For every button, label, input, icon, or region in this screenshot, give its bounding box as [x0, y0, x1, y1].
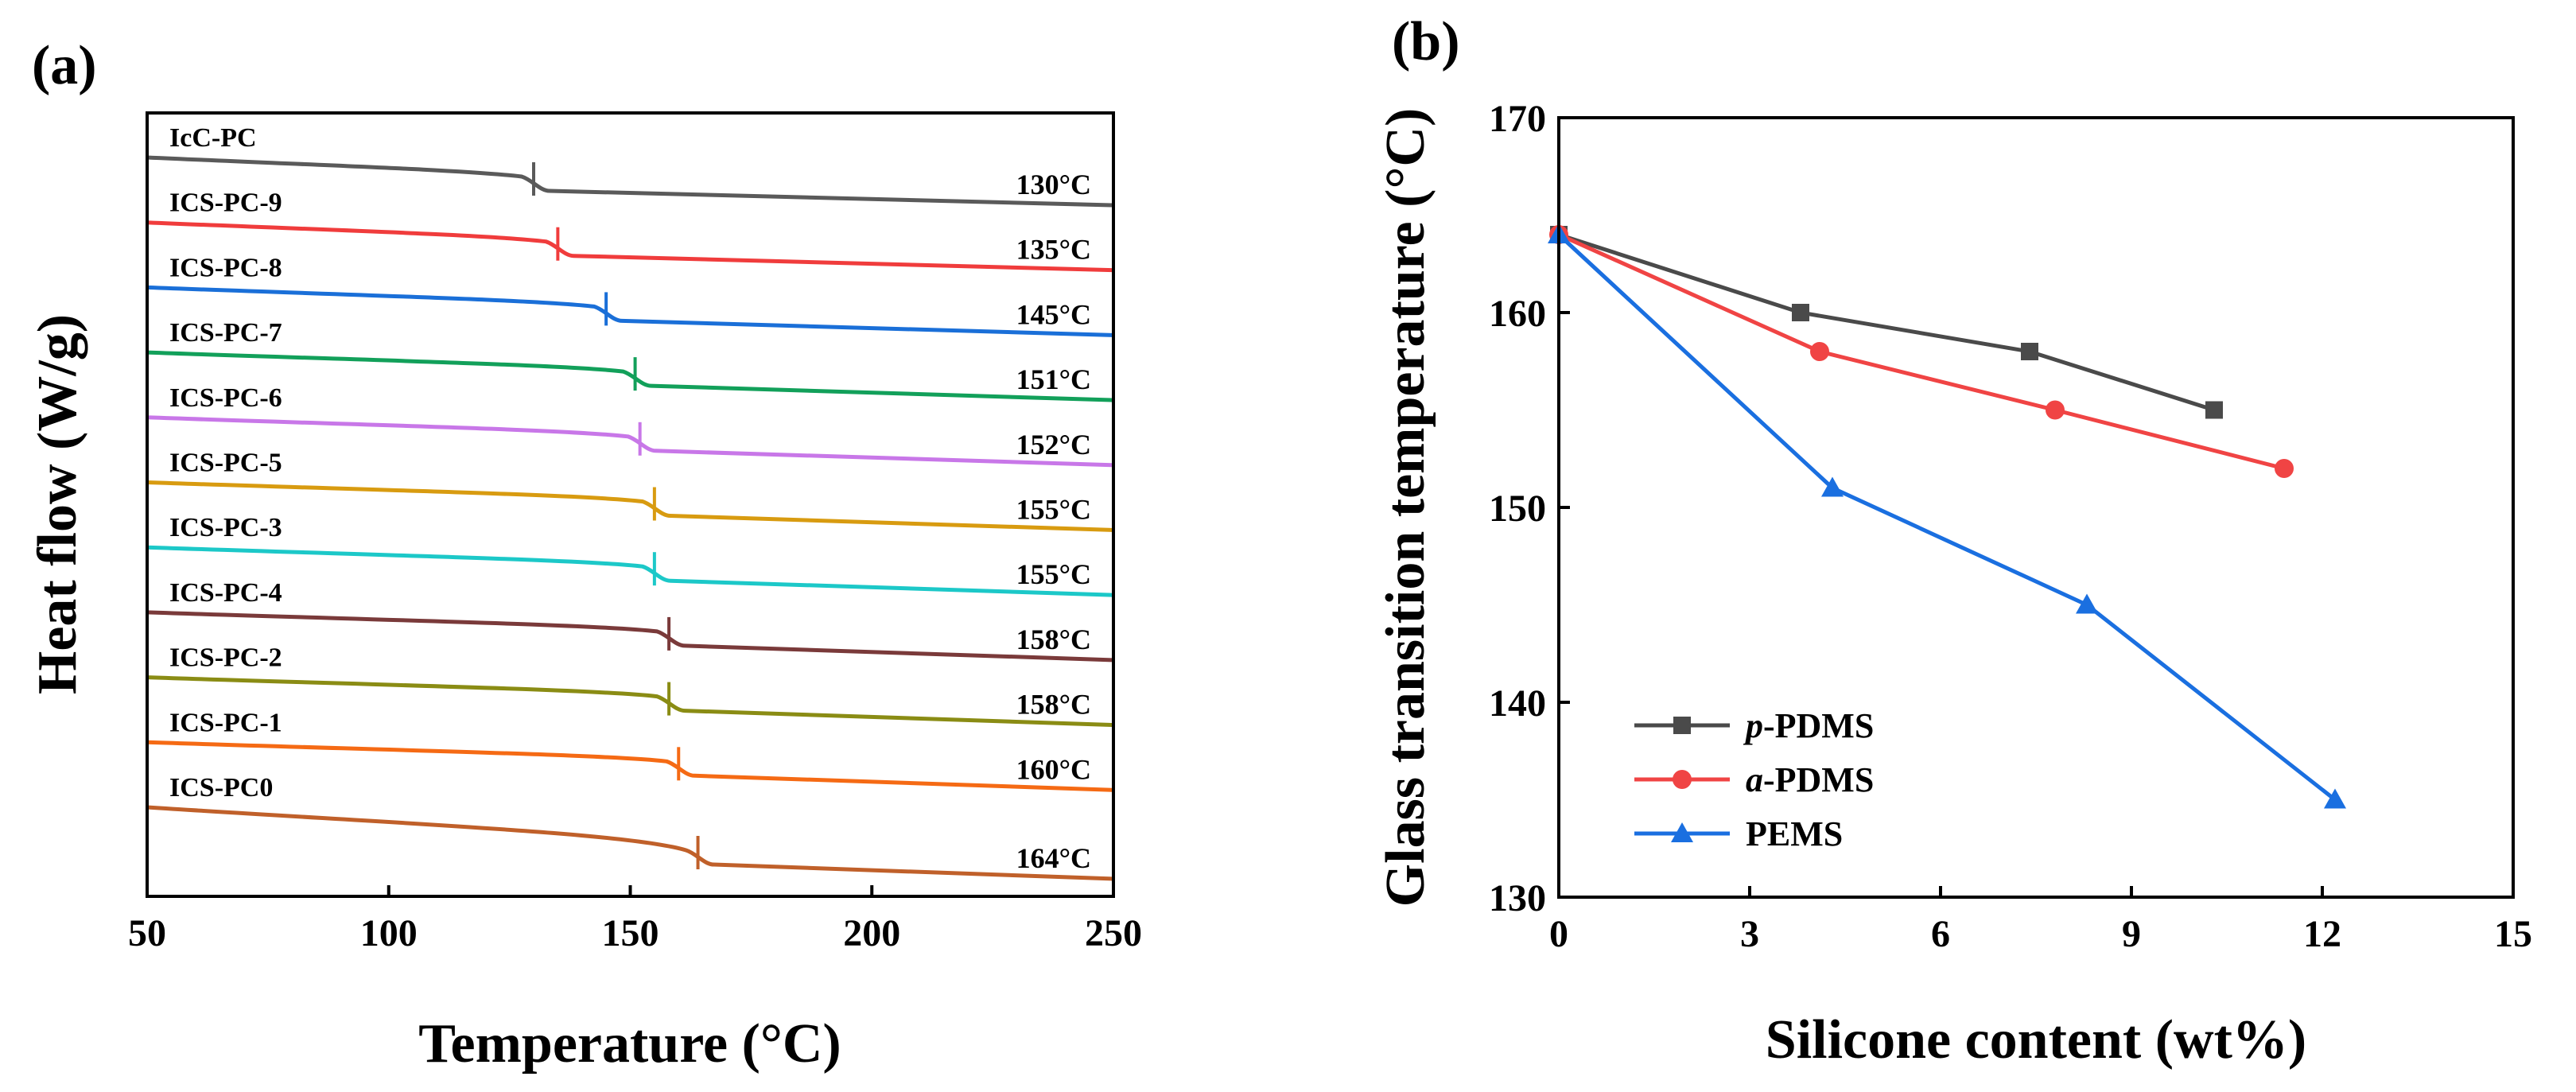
x-tick-label: 50 [128, 912, 166, 954]
x-tick-label: 150 [602, 912, 659, 954]
legend-marker-a-pdms [1673, 770, 1692, 789]
dsc-curve-ics-pc-2 [146, 675, 1114, 728]
tg-label-ics-pc0: 164°C [1016, 842, 1091, 874]
axis-ticks: 0 3 6 9 12 15 130 140 150 160 170 [1489, 98, 2532, 955]
plot-frame [1557, 116, 2515, 899]
dsc-curve-icc-pc [146, 155, 1114, 208]
y-tick-label: 150 [1489, 488, 1546, 530]
tg-label-ics-pc-2: 158°C [1016, 689, 1091, 721]
curve-label-icc-pc: IcC-PC [169, 123, 257, 153]
curve-label-ics-pc-3: ICS-PC-3 [169, 513, 282, 542]
x-axis-title: Temperature (°C) [418, 1013, 841, 1075]
panel-a-dsc-chart: (a) IcC-PC 130°C ICS-PC-9 135°C ICS-PC-8 145°… [27, 35, 1142, 1075]
dsc-curve-ics-pc-1 [146, 740, 1114, 792]
curve-label-ics-pc-6: ICS-PC-6 [169, 383, 282, 413]
y-tick-label: 130 [1489, 877, 1546, 919]
x-axis-title: Silicone content (wt%) [1766, 1009, 2306, 1071]
panel-a-label: (a) [32, 35, 97, 96]
tg-label-ics-pc-7: 151°C [1016, 363, 1091, 395]
legend-label-a-pdms: a-PDMS [1746, 760, 1874, 799]
legend-label-pems: PEMS [1746, 814, 1843, 853]
series-line-p-pdms [1558, 232, 2215, 412]
dsc-curve-ics-pc-8 [146, 285, 1114, 337]
dsc-curves: IcC-PC 130°C ICS-PC-9 135°C ICS-PC-8 145°C ICS… [146, 123, 1114, 881]
dsc-curve-ics-pc0 [146, 805, 1114, 881]
curve-label-ics-pc-5: ICS-PC-5 [169, 449, 282, 478]
panel-b-label: (b) [1392, 11, 1460, 72]
y-tick-label: 140 [1489, 682, 1546, 725]
tg-label-ics-pc-6: 152°C [1016, 429, 1091, 461]
x-ticks: 50 100 150 200 250 [128, 885, 1142, 954]
tg-label-ics-pc-9: 135°C [1016, 234, 1091, 266]
y-axis-title: Heat flow (W/g) [27, 314, 88, 694]
curve-label-ics-pc-4: ICS-PC-4 [169, 578, 282, 608]
x-tick-label: 9 [2122, 913, 2141, 955]
data-point-a-pdms [2275, 459, 2294, 478]
x-tick-label: 3 [1740, 913, 1759, 955]
tg-label-ics-pc-1: 160°C [1016, 753, 1091, 785]
curve-label-ics-pc0: ICS-PC0 [169, 773, 273, 802]
series-line-pems [1557, 233, 2337, 802]
data-point-p-pdms [1792, 304, 1809, 321]
data-point-pems [1821, 476, 1844, 497]
curve-label-ics-pc-2: ICS-PC-2 [169, 643, 282, 673]
data-point-pems [2324, 788, 2346, 809]
tg-label-ics-pc-5: 155°C [1016, 494, 1091, 526]
data-point-p-pdms [2205, 401, 2223, 419]
y-axis-title: Glass transition temperature (°C) [1375, 108, 1436, 907]
series-lines [1548, 223, 2346, 809]
tg-label-ics-pc-8: 145°C [1016, 298, 1091, 330]
x-tick-label: 0 [1549, 913, 1568, 955]
plot-frame [146, 111, 1115, 898]
x-tick-label: 12 [2303, 913, 2341, 955]
dsc-curve-ics-pc-7 [146, 350, 1114, 402]
curve-label-ics-pc-1: ICS-PC-1 [169, 708, 282, 737]
legend-marker-pems [1671, 822, 1693, 842]
dsc-curve-ics-pc-3 [146, 545, 1114, 597]
x-tick-label: 250 [1085, 912, 1142, 954]
data-point-pems [2076, 593, 2098, 614]
x-tick-label: 15 [2494, 913, 2532, 955]
x-tick-label: 6 [1931, 913, 1950, 955]
legend: p-PDMS a-PDMS PEMS [1634, 706, 1874, 853]
curve-label-ics-pc-7: ICS-PC-7 [169, 318, 282, 348]
tg-label-ics-pc-4: 158°C [1016, 624, 1091, 655]
curve-label-ics-pc-8: ICS-PC-8 [169, 253, 282, 282]
data-point-p-pdms [2021, 343, 2038, 360]
y-tick-label: 170 [1489, 98, 1546, 140]
y-tick-label: 160 [1489, 293, 1546, 335]
data-point-a-pdms [2046, 400, 2065, 420]
tg-label-ics-pc-3: 155°C [1016, 558, 1091, 590]
dsc-curve-ics-pc-5 [146, 480, 1114, 532]
dsc-curve-ics-pc-9 [146, 220, 1114, 273]
legend-marker-p-pdms [1673, 717, 1691, 734]
curve-label-ics-pc-9: ICS-PC-9 [169, 188, 282, 218]
tg-label-icc-pc: 130°C [1016, 169, 1091, 200]
legend-label-p-pdms: p-PDMS [1743, 706, 1874, 745]
dsc-curve-ics-pc-6 [146, 415, 1114, 468]
series-line-a-pdms [1557, 232, 2285, 471]
data-point-a-pdms [1810, 342, 1829, 361]
dsc-curve-ics-pc-4 [146, 610, 1114, 663]
x-tick-label: 200 [843, 912, 900, 954]
panel-b-tg-chart: (b) 0 3 6 9 12 15 130 140 150 160 170 p-PDMS a-PDMS… [1375, 11, 2532, 1071]
x-tick-label: 100 [360, 912, 418, 954]
